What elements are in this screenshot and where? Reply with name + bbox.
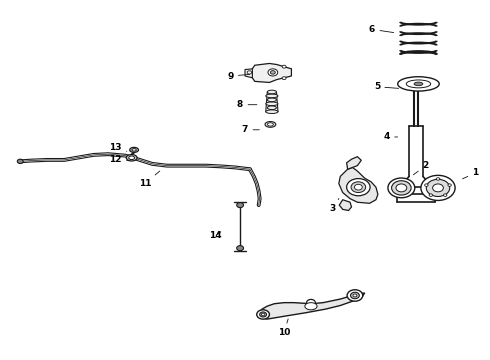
Text: 10: 10 [278, 319, 290, 337]
Ellipse shape [350, 292, 359, 299]
Ellipse shape [266, 94, 278, 98]
Ellipse shape [265, 122, 276, 127]
Ellipse shape [282, 77, 286, 80]
Ellipse shape [268, 123, 273, 126]
Ellipse shape [443, 194, 447, 197]
Ellipse shape [129, 156, 135, 159]
Ellipse shape [388, 178, 415, 198]
Ellipse shape [425, 184, 428, 186]
Polygon shape [245, 69, 252, 78]
Ellipse shape [436, 178, 440, 180]
Text: 9: 9 [227, 72, 249, 81]
Ellipse shape [282, 65, 286, 68]
Ellipse shape [266, 102, 278, 105]
Ellipse shape [237, 246, 244, 251]
Ellipse shape [429, 194, 433, 197]
Ellipse shape [448, 184, 451, 186]
Polygon shape [339, 200, 351, 211]
Text: 13: 13 [109, 143, 127, 152]
Ellipse shape [346, 179, 370, 196]
Ellipse shape [392, 181, 411, 195]
Ellipse shape [433, 184, 443, 192]
Text: 4: 4 [384, 132, 397, 141]
Text: 11: 11 [139, 171, 160, 188]
Ellipse shape [353, 294, 357, 297]
Ellipse shape [237, 203, 244, 208]
Ellipse shape [260, 312, 267, 317]
Text: 1: 1 [463, 168, 479, 179]
Ellipse shape [17, 159, 23, 163]
Polygon shape [252, 63, 292, 82]
Ellipse shape [426, 179, 450, 197]
Text: 12: 12 [109, 155, 129, 164]
Ellipse shape [267, 90, 276, 94]
Ellipse shape [132, 149, 136, 151]
Text: 6: 6 [369, 25, 394, 34]
Text: 14: 14 [209, 231, 222, 240]
Ellipse shape [247, 71, 251, 74]
Polygon shape [339, 167, 378, 203]
Ellipse shape [305, 303, 317, 310]
Text: 5: 5 [374, 82, 398, 91]
Polygon shape [259, 293, 365, 319]
Ellipse shape [398, 77, 439, 91]
Ellipse shape [351, 182, 366, 193]
Text: 2: 2 [414, 161, 429, 175]
Ellipse shape [261, 313, 265, 316]
Ellipse shape [406, 80, 431, 88]
Ellipse shape [307, 300, 316, 306]
Ellipse shape [267, 106, 276, 109]
Ellipse shape [414, 82, 423, 86]
Ellipse shape [347, 290, 363, 301]
Ellipse shape [268, 69, 278, 76]
Text: 7: 7 [242, 125, 259, 134]
Text: 3: 3 [330, 198, 339, 213]
Ellipse shape [270, 71, 275, 74]
Text: 8: 8 [237, 100, 257, 109]
Ellipse shape [266, 110, 278, 113]
Polygon shape [346, 157, 361, 169]
Ellipse shape [354, 184, 362, 190]
Ellipse shape [396, 184, 407, 192]
Ellipse shape [421, 175, 455, 201]
Ellipse shape [267, 98, 276, 102]
Ellipse shape [126, 154, 137, 161]
Ellipse shape [257, 310, 270, 319]
Ellipse shape [130, 147, 139, 152]
